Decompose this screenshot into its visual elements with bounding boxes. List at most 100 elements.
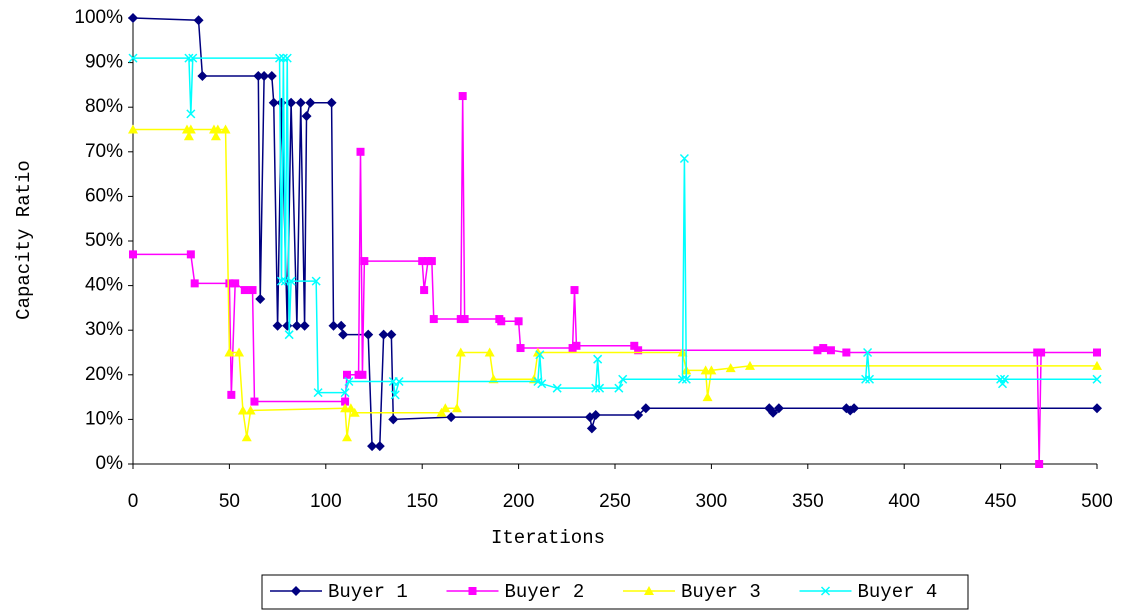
x-tick-label: 400	[888, 491, 920, 512]
x-tick-label: 200	[503, 491, 535, 512]
marker	[595, 383, 605, 393]
marker	[725, 363, 736, 373]
marker	[255, 293, 266, 304]
marker	[1037, 348, 1046, 357]
marker	[535, 350, 545, 360]
marker	[225, 279, 234, 288]
marker	[484, 347, 495, 357]
marker	[299, 320, 310, 331]
legend-label: Buyer 3	[681, 581, 761, 603]
marker	[593, 354, 603, 364]
x-tick-label: 300	[696, 491, 728, 512]
marker	[295, 97, 306, 108]
marker	[773, 403, 784, 414]
marker	[282, 53, 292, 63]
marker	[768, 407, 779, 418]
x-tick-label: 150	[406, 491, 438, 512]
y-tick-label: 60%	[85, 185, 123, 206]
marker	[820, 586, 831, 596]
marker	[497, 317, 506, 326]
x-tick-label: 0	[128, 491, 139, 512]
y-tick-label: 40%	[85, 275, 123, 296]
marker	[1092, 374, 1102, 384]
marker	[193, 15, 204, 26]
marker	[378, 329, 389, 340]
marker	[819, 344, 828, 353]
marker	[128, 53, 138, 63]
legend-label: Buyer 2	[505, 581, 585, 603]
marker	[344, 376, 354, 387]
marker	[586, 423, 597, 434]
x-tick-label: 450	[985, 491, 1017, 512]
marker	[356, 147, 365, 156]
marker	[394, 376, 404, 387]
marker	[343, 370, 352, 379]
marker	[210, 131, 221, 141]
marker	[572, 341, 581, 350]
marker	[681, 374, 691, 384]
legend-label: Buyer 1	[328, 581, 408, 603]
marker	[268, 97, 279, 108]
marker	[284, 330, 294, 340]
marker	[842, 348, 851, 357]
marker	[537, 379, 547, 389]
marker	[458, 92, 467, 101]
marker	[291, 586, 301, 596]
marker	[220, 124, 231, 134]
x-tick-label: 50	[219, 491, 240, 512]
marker	[291, 320, 302, 331]
marker	[190, 279, 199, 288]
y-tick-label: 90%	[85, 52, 123, 73]
marker	[345, 403, 356, 413]
marker	[272, 320, 283, 331]
marker	[313, 388, 323, 398]
y-tick-label: 0%	[96, 453, 124, 474]
marker	[188, 53, 198, 63]
marker	[360, 257, 369, 266]
marker	[863, 347, 873, 358]
x-tick-label: 350	[792, 491, 824, 512]
marker	[1092, 403, 1102, 414]
marker	[618, 374, 628, 384]
marker	[276, 97, 287, 108]
marker	[184, 53, 194, 63]
marker	[237, 405, 248, 415]
marker	[861, 374, 871, 384]
marker	[311, 276, 321, 286]
marker	[183, 131, 194, 141]
legend-box	[261, 574, 969, 610]
marker	[197, 70, 208, 81]
marker	[363, 329, 374, 340]
marker	[250, 397, 259, 406]
marker	[826, 346, 835, 355]
marker	[429, 315, 438, 324]
marker	[240, 286, 249, 295]
marker	[358, 370, 367, 379]
marker	[286, 97, 297, 108]
marker	[342, 432, 353, 442]
marker	[245, 405, 256, 415]
marker	[460, 315, 469, 324]
marker	[388, 414, 399, 425]
marker	[259, 70, 270, 81]
marker	[128, 124, 138, 134]
marker	[367, 441, 378, 452]
y-tick-label: 30%	[85, 319, 123, 340]
y-tick-label: 70%	[85, 141, 123, 162]
marker	[514, 317, 523, 326]
marker	[1035, 460, 1044, 468]
marker	[274, 53, 285, 63]
marker	[336, 320, 347, 331]
marker	[677, 374, 688, 384]
marker	[591, 383, 601, 393]
marker	[301, 111, 312, 122]
marker	[744, 360, 755, 370]
marker	[328, 320, 339, 331]
marker	[999, 374, 1009, 384]
marker	[386, 329, 397, 340]
y-tick-label: 10%	[85, 408, 123, 429]
marker	[186, 109, 196, 119]
marker	[516, 344, 525, 353]
